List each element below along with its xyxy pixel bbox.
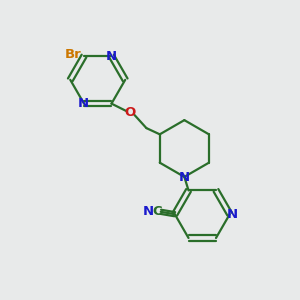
Text: N: N [142,205,154,218]
Text: O: O [124,106,136,119]
Text: Br: Br [64,48,81,61]
Text: N: N [106,50,117,62]
Text: N: N [179,171,190,184]
Text: N: N [226,208,238,221]
Text: C: C [152,205,162,218]
Text: N: N [78,97,89,110]
